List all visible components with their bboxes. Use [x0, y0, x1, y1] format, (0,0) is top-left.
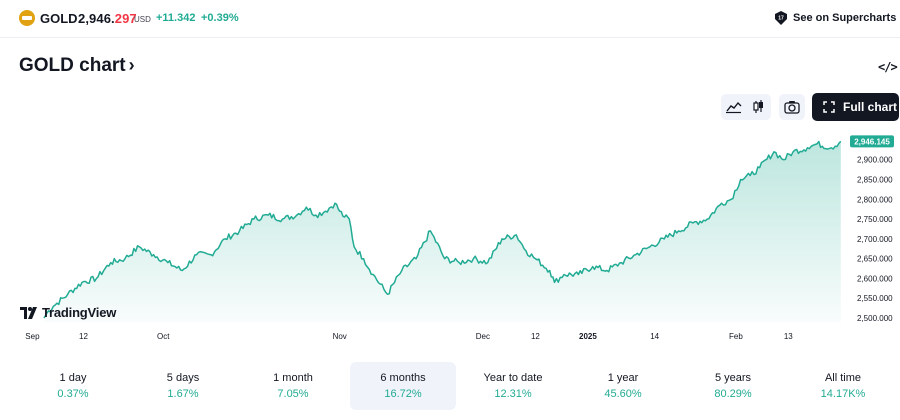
period-label: 1 day	[59, 372, 87, 384]
ticker-bar: GOLD 2,946.297 USD +11.342 +0.39% 17 See…	[0, 0, 900, 38]
chevron-right-icon: ›	[128, 55, 135, 75]
price-area-fill	[43, 141, 841, 322]
period-label: 1 year	[607, 372, 639, 384]
period-1-month[interactable]: 1 month 7.05%	[240, 362, 346, 410]
price-change: +11.342	[156, 12, 196, 24]
snapshot-button[interactable]	[779, 94, 805, 120]
tradingview-logo-icon	[20, 307, 37, 319]
area-style-button[interactable]	[721, 94, 746, 120]
y-tick-label: 2,900.000	[857, 156, 893, 165]
ticker-price: 2,946.297	[78, 11, 137, 26]
period-label: All time	[824, 372, 862, 384]
period-label: 1 month	[273, 372, 313, 384]
period-value: 12.31%	[494, 388, 532, 400]
price-chart[interactable]: 2,900.000 2,850.000 2,800.000 2,750.000 2,70…	[0, 122, 900, 354]
ticker-symbol[interactable]: GOLD	[40, 11, 78, 26]
last-price-label: 2,946.145	[854, 137, 890, 146]
y-tick-label: 2,600.000	[857, 275, 893, 284]
period-label: 6 months	[380, 372, 426, 384]
y-tick-label: 2,850.000	[857, 176, 893, 185]
y-tick-label: 2,750.000	[857, 215, 893, 224]
x-tick-label: Nov	[333, 332, 347, 341]
y-tick-label: 2,700.000	[857, 235, 893, 244]
full-chart-button[interactable]: Full chart	[812, 93, 899, 121]
x-tick-label: 12	[531, 332, 540, 341]
x-tick-label: Feb	[729, 332, 743, 341]
chart-title: GOLD chart	[19, 55, 126, 76]
candlestick-icon	[753, 100, 763, 113]
price-change-percent: +0.39%	[201, 12, 239, 24]
price-currency: USD	[134, 15, 151, 24]
performance-periods: 1 day 0.37% 5 days 1.67% 1 month 7.05% 6 mo…	[20, 362, 900, 412]
period-year-to-date[interactable]: Year to date 12.31%	[460, 362, 566, 410]
x-tick-label: 14	[650, 332, 659, 341]
fullscreen-icon	[823, 101, 835, 113]
gold-coin-icon	[19, 10, 35, 26]
y-tick-label: 2,800.000	[857, 195, 893, 204]
svg-text:17: 17	[778, 16, 784, 22]
price-highlight: 297	[114, 11, 137, 26]
period-5-days[interactable]: 5 days 1.67%	[130, 362, 236, 410]
price-line	[43, 140, 842, 319]
last-price-badge	[850, 135, 894, 148]
chart-style-toggle	[721, 94, 771, 120]
x-tick-label: 12	[79, 332, 88, 341]
candles-style-button[interactable]	[746, 94, 771, 120]
period-value: 16.72%	[384, 388, 422, 400]
period-1-day[interactable]: 1 day 0.37%	[20, 362, 126, 410]
x-tick-label: Dec	[476, 332, 490, 341]
period-value: 1.67%	[167, 388, 199, 400]
camera-icon	[784, 101, 800, 114]
x-tick-label: Sep	[25, 332, 40, 341]
period-all-time[interactable]: All time 14.17K%	[790, 362, 896, 410]
tradingview-wordmark: TradingView	[42, 305, 117, 320]
supercharts-label: See on Supercharts	[793, 12, 897, 24]
y-tick-label: 2,500.000	[857, 314, 893, 323]
period-value: 14.17K%	[820, 388, 866, 400]
period-label: 5 years	[714, 372, 752, 384]
y-tick-label: 2,550.000	[857, 294, 893, 303]
embed-code-icon[interactable]: </>	[878, 60, 898, 74]
y-tick-label: 2,650.000	[857, 255, 893, 264]
period-value: 80.29%	[714, 388, 752, 400]
period-label: 5 days	[166, 372, 200, 384]
period-1-year[interactable]: 1 year 45.60%	[570, 362, 676, 410]
x-tick-label: 13	[784, 332, 793, 341]
x-tick-label: Oct	[157, 332, 170, 341]
supercharts-icon: 17	[775, 11, 787, 25]
chart-title-link[interactable]: GOLD chart ›	[19, 55, 135, 77]
period-value: 0.37%	[57, 388, 89, 400]
full-chart-label: Full chart	[843, 100, 898, 114]
period-label: Year to date	[483, 372, 543, 384]
period-6-months[interactable]: 6 months 16.72%	[350, 362, 456, 410]
see-on-supercharts-link[interactable]: 17 See on Supercharts	[770, 0, 900, 36]
period-5-years[interactable]: 5 years 80.29%	[680, 362, 786, 410]
area-chart-icon	[726, 101, 742, 114]
x-tick-label: 2025	[579, 332, 597, 341]
price-main: 2,946.	[78, 11, 115, 26]
period-value: 45.60%	[604, 388, 642, 400]
period-value: 7.05%	[277, 388, 309, 400]
